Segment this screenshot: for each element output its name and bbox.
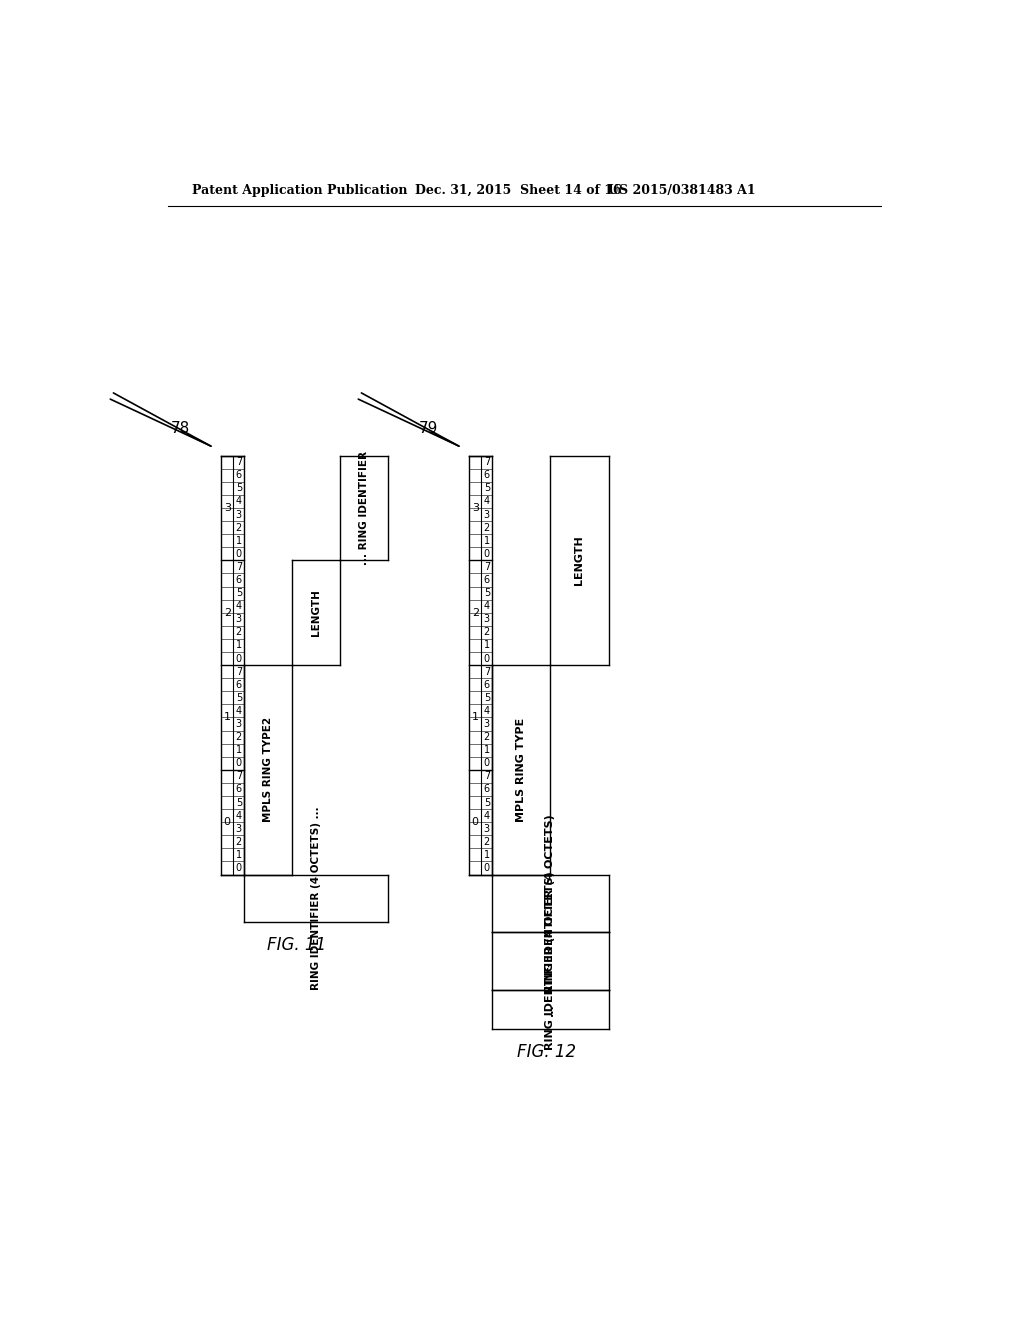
Text: RING IDENTIFIER (4 OCTETS): RING IDENTIFIER (4 OCTETS)	[546, 871, 555, 1051]
Text: 0: 0	[472, 817, 478, 828]
Text: ... RING IDENTIFIER: ... RING IDENTIFIER	[359, 451, 370, 565]
Text: 4: 4	[483, 706, 489, 715]
Text: 7: 7	[483, 771, 489, 781]
Text: 2: 2	[483, 837, 489, 846]
Text: 79: 79	[419, 421, 438, 436]
Text: 3: 3	[483, 824, 489, 834]
Text: 1: 1	[483, 536, 489, 545]
Text: Patent Application Publication: Patent Application Publication	[191, 185, 408, 197]
Text: 1: 1	[483, 746, 489, 755]
Text: 6: 6	[483, 784, 489, 795]
Text: 7: 7	[236, 771, 242, 781]
Text: 1: 1	[236, 850, 242, 859]
Text: 6: 6	[236, 680, 242, 689]
Text: 1: 1	[236, 746, 242, 755]
Text: 4: 4	[236, 601, 242, 611]
Text: 2: 2	[483, 523, 489, 532]
Text: 3: 3	[223, 503, 230, 513]
Text: 0: 0	[483, 549, 489, 558]
Text: 1: 1	[236, 640, 242, 651]
Text: 4: 4	[236, 810, 242, 821]
Text: 7: 7	[236, 562, 242, 572]
Text: 3: 3	[236, 719, 242, 729]
Text: US 2015/0381483 A1: US 2015/0381483 A1	[608, 185, 756, 197]
Text: 3: 3	[483, 510, 489, 520]
Text: 4: 4	[483, 496, 489, 507]
Text: 0: 0	[483, 653, 489, 664]
Text: 7: 7	[483, 667, 489, 677]
Text: 5: 5	[236, 797, 242, 808]
Text: RING IDENTIFIER (4 OCTETS) ...: RING IDENTIFIER (4 OCTETS) ...	[311, 807, 322, 990]
Text: 3: 3	[472, 503, 478, 513]
Text: 5: 5	[483, 693, 489, 702]
Text: 2: 2	[236, 733, 242, 742]
Text: 3: 3	[236, 510, 242, 520]
Text: 4: 4	[483, 810, 489, 821]
Text: FIG. 12: FIG. 12	[517, 1043, 577, 1060]
Text: 0: 0	[236, 653, 242, 664]
Text: 78: 78	[171, 421, 190, 436]
Text: 2: 2	[483, 627, 489, 638]
Text: 6: 6	[236, 470, 242, 480]
Text: 4: 4	[236, 706, 242, 715]
Text: 5: 5	[483, 589, 489, 598]
Text: 6: 6	[236, 576, 242, 585]
Text: 5: 5	[236, 589, 242, 598]
Text: 1: 1	[223, 713, 230, 722]
Text: 0: 0	[236, 863, 242, 873]
Text: 2: 2	[236, 837, 242, 846]
Text: 3: 3	[483, 719, 489, 729]
Text: 5: 5	[483, 483, 489, 494]
Text: 5: 5	[483, 797, 489, 808]
Text: 1: 1	[472, 713, 478, 722]
Text: 4: 4	[483, 601, 489, 611]
Text: 0: 0	[236, 758, 242, 768]
Text: 7: 7	[236, 457, 242, 467]
Text: 1: 1	[483, 640, 489, 651]
Text: 6: 6	[483, 576, 489, 585]
Text: 3: 3	[236, 824, 242, 834]
Text: Dec. 31, 2015  Sheet 14 of 16: Dec. 31, 2015 Sheet 14 of 16	[415, 185, 622, 197]
Text: 1: 1	[483, 850, 489, 859]
Text: LENGTH: LENGTH	[574, 536, 585, 585]
Text: FIG. 11: FIG. 11	[267, 936, 327, 954]
Text: 0: 0	[223, 817, 230, 828]
Text: 2: 2	[223, 607, 230, 618]
Text: 3: 3	[483, 614, 489, 624]
Text: 7: 7	[483, 457, 489, 467]
Text: LENGTH: LENGTH	[311, 589, 322, 636]
Text: 2: 2	[483, 733, 489, 742]
Text: 2: 2	[236, 627, 242, 638]
Text: 0: 0	[483, 758, 489, 768]
Text: ...: ...	[546, 1003, 555, 1015]
Text: 4: 4	[236, 496, 242, 507]
Text: RING IDENTIFIER (4 OCTETS): RING IDENTIFIER (4 OCTETS)	[546, 814, 555, 993]
Text: 6: 6	[236, 784, 242, 795]
Text: 5: 5	[236, 483, 242, 494]
Text: MPLS RING TYPE: MPLS RING TYPE	[516, 718, 526, 822]
Text: 7: 7	[236, 667, 242, 677]
Text: 5: 5	[236, 693, 242, 702]
Text: 2: 2	[236, 523, 242, 532]
Text: MPLS RING TYPE2: MPLS RING TYPE2	[263, 717, 273, 822]
Text: 3: 3	[236, 614, 242, 624]
Text: 0: 0	[483, 863, 489, 873]
Text: 0: 0	[236, 549, 242, 558]
Text: 6: 6	[483, 470, 489, 480]
Text: 6: 6	[483, 680, 489, 689]
Text: 7: 7	[483, 562, 489, 572]
Text: 1: 1	[236, 536, 242, 545]
Text: 2: 2	[472, 607, 479, 618]
